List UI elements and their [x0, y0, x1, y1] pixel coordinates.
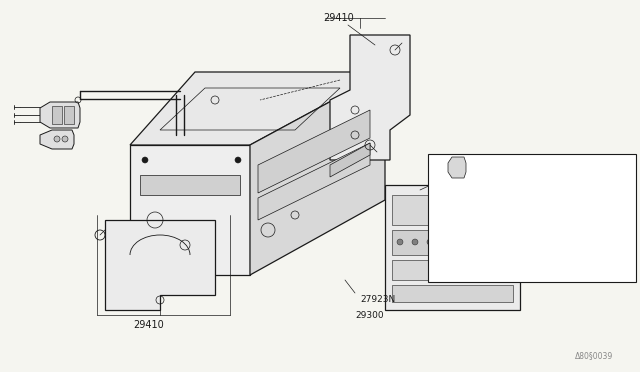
Polygon shape — [330, 35, 410, 160]
Circle shape — [54, 136, 60, 142]
Polygon shape — [250, 72, 385, 275]
Polygon shape — [105, 220, 215, 310]
Polygon shape — [392, 195, 513, 225]
Polygon shape — [330, 143, 370, 177]
Polygon shape — [448, 157, 466, 178]
Polygon shape — [258, 143, 370, 220]
Polygon shape — [52, 106, 62, 124]
Polygon shape — [40, 102, 80, 128]
Text: 29301E: 29301E — [440, 176, 474, 185]
Circle shape — [427, 239, 433, 245]
Polygon shape — [392, 230, 513, 255]
Text: HITACHI: HITACHI — [448, 190, 490, 200]
Polygon shape — [140, 175, 240, 195]
Polygon shape — [385, 185, 520, 310]
Polygon shape — [392, 285, 513, 302]
Text: 27923N: 27923N — [360, 295, 396, 305]
Text: 29300: 29300 — [355, 311, 383, 320]
Bar — [428, 154, 636, 282]
Text: 29410: 29410 — [133, 320, 164, 330]
Polygon shape — [130, 145, 250, 275]
Text: 27923N: 27923N — [493, 164, 528, 173]
Circle shape — [397, 239, 403, 245]
Circle shape — [442, 239, 448, 245]
Polygon shape — [130, 72, 385, 145]
Polygon shape — [64, 106, 74, 124]
Polygon shape — [392, 260, 513, 280]
Circle shape — [142, 157, 148, 163]
Polygon shape — [258, 110, 370, 193]
Circle shape — [62, 136, 68, 142]
Circle shape — [235, 157, 241, 163]
Text: 29410: 29410 — [323, 13, 354, 23]
Polygon shape — [40, 130, 74, 149]
Text: Δ80§0039: Δ80§0039 — [575, 351, 613, 360]
Circle shape — [412, 239, 418, 245]
